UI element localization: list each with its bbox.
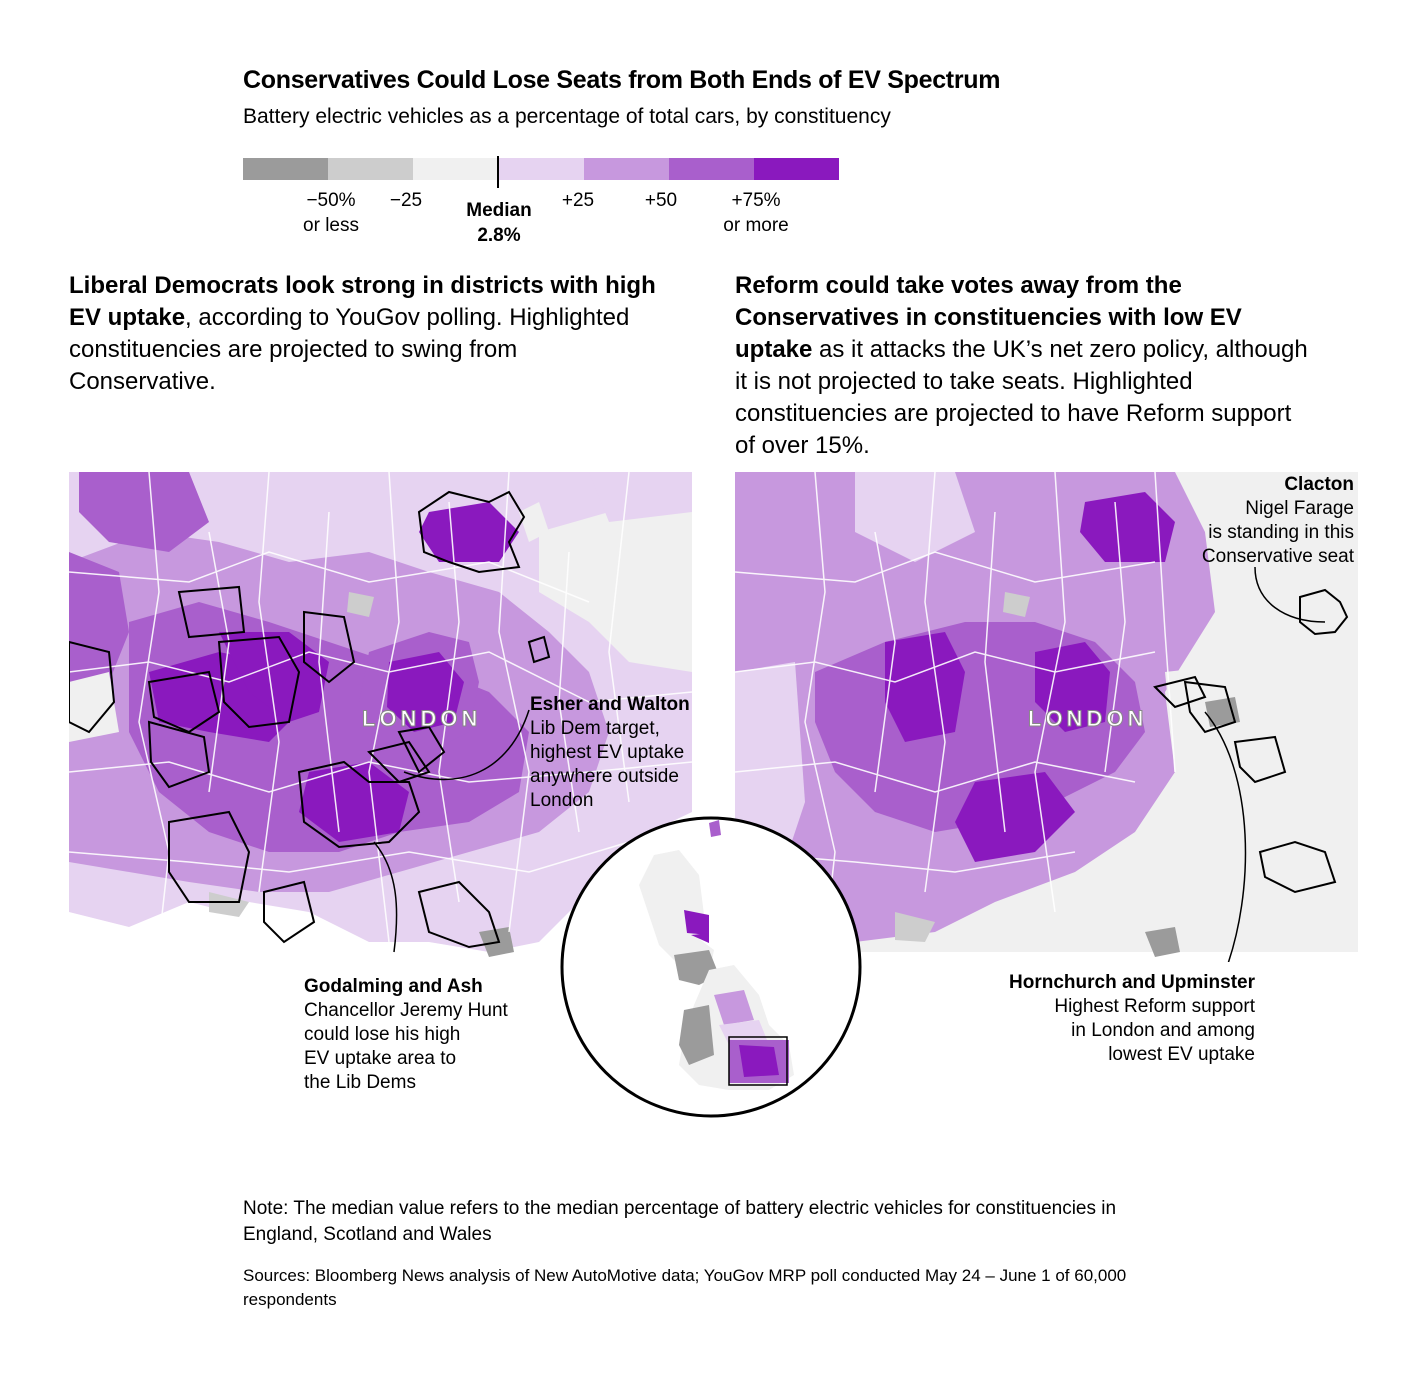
legend-swatch-0	[243, 158, 329, 180]
right-map: LONDON	[735, 472, 1358, 962]
left-map: LONDON	[69, 472, 692, 999]
legend-label-plus25: +25	[561, 190, 595, 211]
annotation-esher-walton: Esher and Walton Lib Dem target, highest…	[530, 694, 690, 811]
chart-title: Conservatives Could Lose Seats from Both…	[243, 66, 1001, 94]
legend-label-minus25: −25	[389, 190, 423, 211]
legend-swatch-1	[328, 158, 414, 180]
right-map-london-label: LONDON	[1027, 706, 1148, 732]
inset-map	[559, 815, 863, 1119]
legend-label-minus50: −50% or less	[303, 190, 359, 236]
color-legend	[243, 158, 839, 180]
annotation-clacton: Clacton Nigel Farage is standing in this…	[1201, 474, 1354, 567]
left-map-london-label: LONDON	[361, 706, 482, 732]
annotation-godalming-ash: Godalming and Ash Chancellor Jeremy Hunt…	[304, 976, 508, 1093]
right-intro: Reform could take votes away from the Co…	[735, 272, 1308, 459]
legend-median: Median 2.8%	[466, 200, 532, 246]
legend-swatch-4	[583, 158, 669, 180]
legend-label-plus75: +75% or more	[723, 190, 789, 236]
note: Note: The median value refers to the med…	[243, 1198, 1117, 1245]
legend-swatch-3	[498, 158, 584, 180]
legend-swatch-6	[753, 158, 839, 180]
median-tick	[497, 156, 499, 188]
legend-swatch-5	[668, 158, 754, 180]
annotation-hornchurch-upminster: Hornchurch and Upminster Highest Reform …	[1009, 972, 1255, 1065]
legend-swatch-2	[413, 158, 499, 180]
sources: Sources: Bloomberg News analysis of New …	[243, 1266, 1127, 1309]
chart-subtitle: Battery electric vehicles as a percentag…	[243, 105, 891, 128]
legend-label-plus50: +50	[644, 190, 678, 211]
left-intro: Liberal Democrats look strong in distric…	[69, 272, 656, 395]
